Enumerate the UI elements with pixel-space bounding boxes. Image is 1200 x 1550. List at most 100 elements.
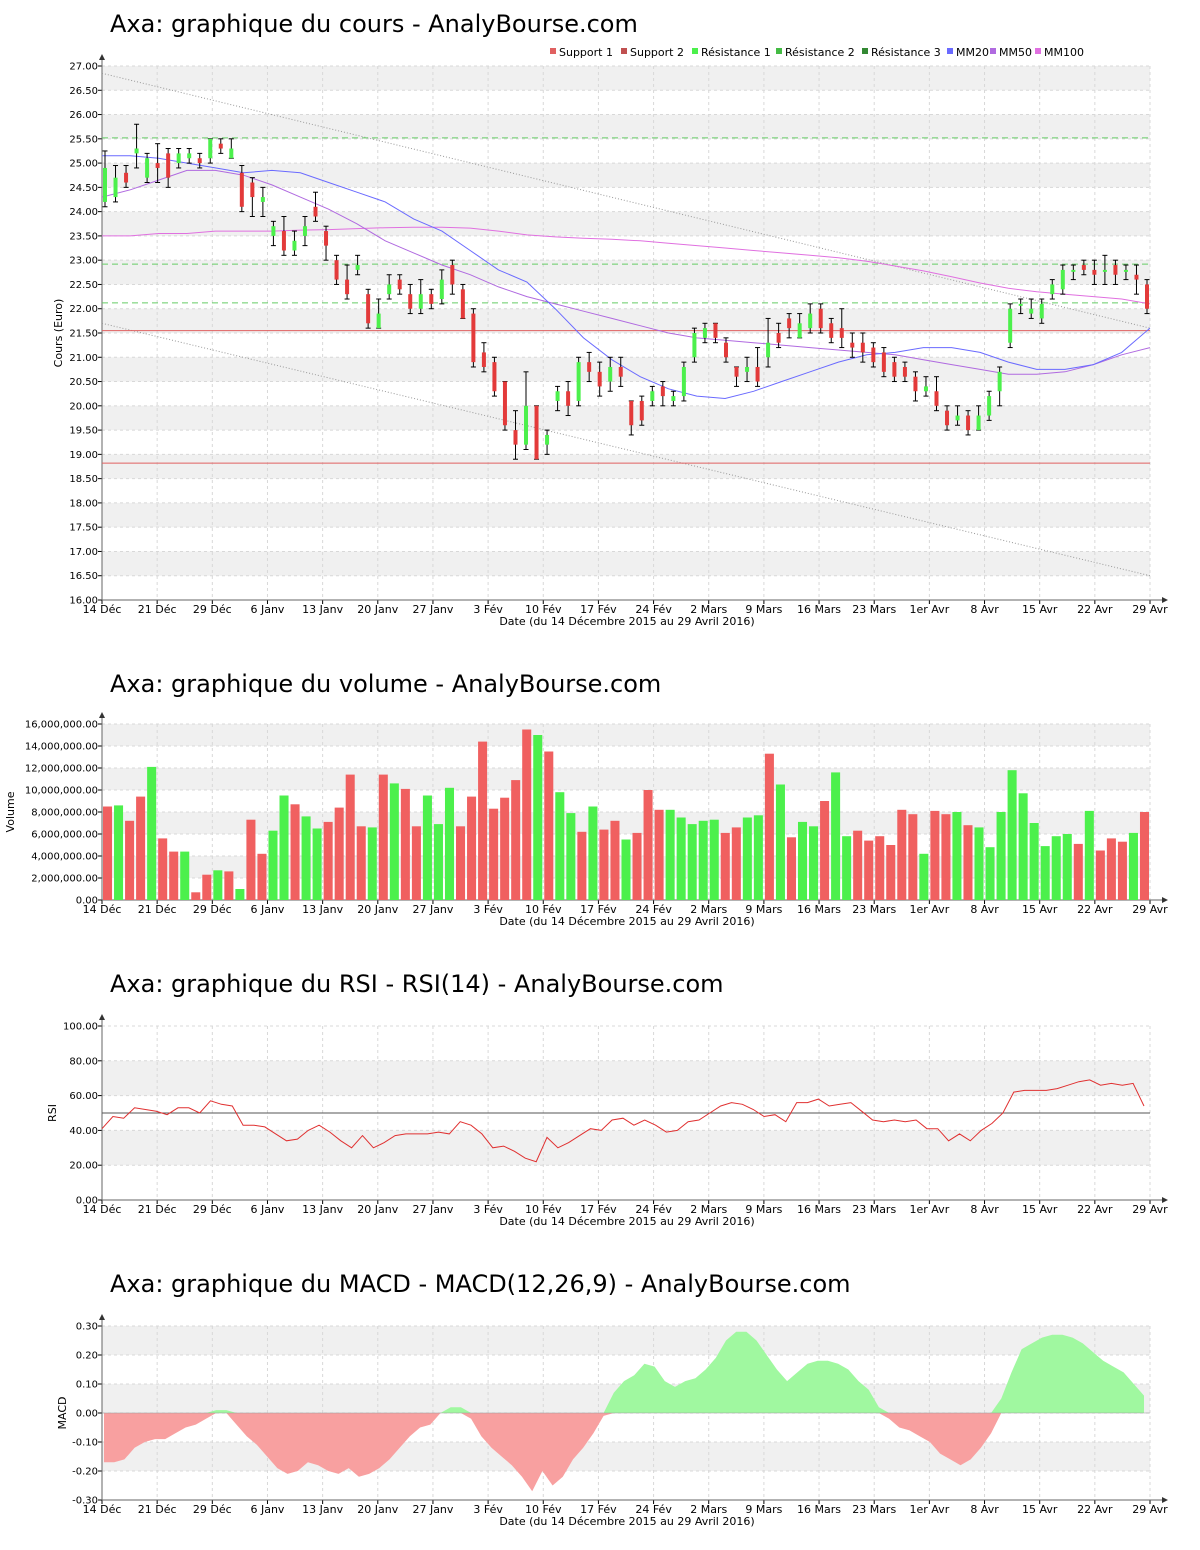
candle (681, 361, 687, 402)
x-tick-label: 14 Déc (83, 903, 122, 916)
grid-band (102, 724, 1150, 746)
candle (807, 303, 813, 334)
legend-label: Support 1 (559, 46, 613, 59)
candle-body (1123, 269, 1128, 272)
volume-bar (147, 766, 157, 900)
x-tick-label: 1er Avr (910, 603, 950, 616)
x-axis-arrow (1162, 897, 1168, 903)
volume-bar (136, 796, 146, 900)
candle (449, 259, 455, 295)
candle-body (702, 328, 707, 338)
grid-band (102, 66, 1150, 91)
candle (470, 308, 476, 368)
candle-body (208, 138, 213, 159)
candle (786, 313, 792, 339)
grid-band (102, 812, 1150, 834)
x-tick-label: 17 Fév (580, 603, 617, 616)
y-tick-label: 19.50 (69, 426, 98, 437)
candle (944, 405, 950, 431)
legend-item: MM50 (990, 46, 1032, 59)
candle (123, 165, 129, 188)
y-tick-label: 16.00 (69, 596, 98, 607)
candle-body (250, 182, 255, 198)
candle (207, 138, 213, 164)
candle-body (387, 284, 392, 295)
candle (260, 186, 266, 217)
x-tick-label: 2 Mars (690, 903, 727, 916)
y-tick-label: 22.00 (69, 304, 98, 315)
x-tick-label: 17 Fév (580, 1503, 617, 1516)
candle-body (629, 400, 634, 426)
candle-body (324, 231, 329, 246)
candle-body (745, 366, 750, 372)
candle-body (945, 410, 950, 426)
x-tick-label: 29 Avr (1132, 1203, 1168, 1216)
candle (576, 356, 582, 407)
candle-body (555, 391, 560, 401)
candle-body (755, 366, 760, 382)
x-tick-label: 13 Janv (302, 603, 343, 616)
rsi-line (101, 1079, 1145, 1163)
legend-swatch (990, 48, 996, 54)
y-tick-label: 20.00 (69, 1161, 98, 1172)
volume-bar (632, 832, 642, 900)
volume-bar (158, 838, 168, 900)
candle-body (134, 148, 139, 154)
candle-body (176, 153, 181, 164)
candle-body (934, 391, 939, 406)
candle (176, 148, 182, 169)
volume-bar (533, 735, 543, 900)
y-tick-label: 17.00 (69, 547, 98, 558)
x-tick-label: 27 Janv (412, 1203, 453, 1216)
x-tick-label: 15 Avr (1022, 903, 1058, 916)
candle (691, 327, 697, 363)
candle-body (597, 371, 602, 387)
candle-body (660, 386, 665, 397)
volume-bar (908, 814, 918, 900)
x-tick-label: 16 Mars (797, 903, 841, 916)
candle-body (1008, 308, 1013, 343)
macd-negative-area (104, 1413, 1144, 1492)
candle-body (376, 313, 381, 329)
y-tick-label: 23.00 (69, 256, 98, 267)
candle-body (355, 265, 360, 270)
volume-bar (875, 836, 885, 900)
candle-body (608, 366, 613, 382)
x-tick-label: 29 Déc (193, 603, 232, 616)
candle (755, 347, 761, 387)
macd-chart: -0.30 -0.20 -0.10 0.00 0.10 0.20 0.30 14 Déc 21 … (56, 1314, 1168, 1528)
legend-label: Résistance 3 (871, 46, 941, 59)
volume-bar (731, 827, 741, 900)
candle-body (460, 289, 465, 319)
volume-bar (842, 836, 852, 900)
candle-body (145, 158, 150, 178)
candle (407, 283, 413, 315)
candle-body (481, 352, 486, 367)
volume-bar (378, 774, 388, 900)
candle (165, 148, 171, 188)
volume-bar (555, 792, 565, 900)
legend-swatch (947, 48, 953, 54)
candle (397, 274, 403, 295)
rsi-panel: Axa: graphique du RSI - RSI(14) - AnalyB… (0, 940, 1200, 1240)
x-tick-label: 3 Fév (473, 603, 503, 616)
legend-label: MM20 (956, 46, 989, 59)
y-tick-label: 27.00 (69, 62, 98, 73)
rsi-chart: 0.00 20.00 40.00 60.00 80.00 100.00 14 Déc 21 D… (46, 1014, 1168, 1228)
volume-bar (389, 783, 399, 900)
y-tick-label: 2,000,000.00 (31, 874, 98, 885)
volume-bar (775, 784, 785, 900)
volume-bar (577, 831, 587, 900)
y-tick-label: -0.20 (72, 1467, 98, 1478)
candle-body (692, 333, 697, 358)
y-tick-label: 0.00 (76, 896, 98, 907)
volume-bar (301, 816, 311, 900)
y-axis-arrow (99, 54, 105, 60)
candle (1123, 264, 1129, 281)
candle-body (1018, 303, 1023, 306)
candle (734, 366, 740, 387)
grid-band (102, 1326, 1150, 1355)
volume-bar (820, 801, 830, 900)
volume-bar (919, 853, 929, 900)
candle (555, 385, 561, 412)
